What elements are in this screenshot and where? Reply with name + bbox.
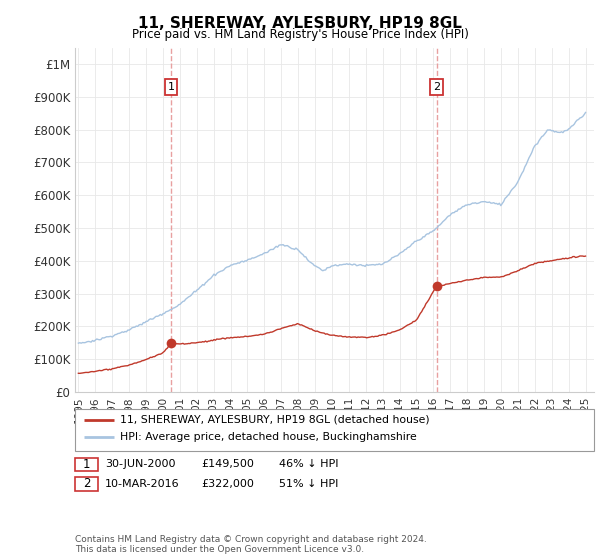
Text: 10-MAR-2016: 10-MAR-2016 — [105, 479, 179, 489]
Text: 2: 2 — [83, 477, 90, 491]
Text: £322,000: £322,000 — [201, 479, 254, 489]
Text: 2: 2 — [433, 82, 440, 92]
Text: 1: 1 — [83, 458, 90, 471]
Text: HPI: Average price, detached house, Buckinghamshire: HPI: Average price, detached house, Buck… — [120, 432, 417, 442]
Text: 11, SHEREWAY, AYLESBURY, HP19 8GL (detached house): 11, SHEREWAY, AYLESBURY, HP19 8GL (detac… — [120, 415, 430, 425]
Text: 1: 1 — [167, 82, 175, 92]
Text: £149,500: £149,500 — [201, 459, 254, 469]
Text: 30-JUN-2000: 30-JUN-2000 — [105, 459, 176, 469]
Text: 46% ↓ HPI: 46% ↓ HPI — [279, 459, 338, 469]
Text: 51% ↓ HPI: 51% ↓ HPI — [279, 479, 338, 489]
Text: Contains HM Land Registry data © Crown copyright and database right 2024.
This d: Contains HM Land Registry data © Crown c… — [75, 535, 427, 554]
Text: 11, SHEREWAY, AYLESBURY, HP19 8GL: 11, SHEREWAY, AYLESBURY, HP19 8GL — [138, 16, 462, 31]
Text: Price paid vs. HM Land Registry's House Price Index (HPI): Price paid vs. HM Land Registry's House … — [131, 28, 469, 41]
